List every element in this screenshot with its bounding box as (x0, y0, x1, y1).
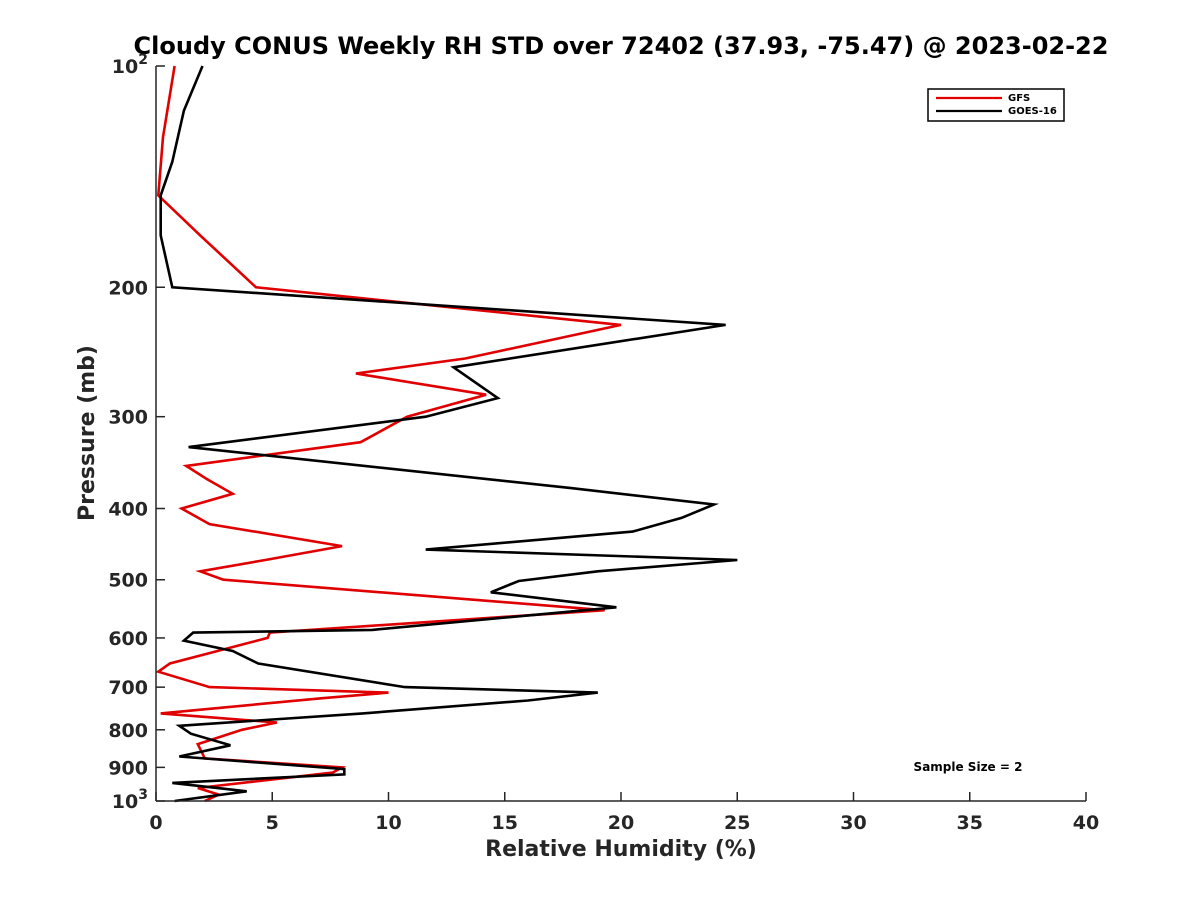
y-tick-label: 102 (112, 52, 148, 78)
y-tick-label: 400 (108, 499, 148, 521)
y-tick-label: 300 (108, 407, 148, 429)
legend: GFS GOES-16 (927, 88, 1065, 122)
x-tick-label: 20 (608, 812, 634, 834)
chart-title: Cloudy CONUS Weekly RH STD over 72402 (3… (134, 32, 1109, 60)
x-tick-label: 30 (840, 812, 866, 834)
x-axis-label: Relative Humidity (%) (485, 837, 757, 862)
y-axis-label: Pressure (mb) (75, 345, 100, 521)
plot-lines (155, 65, 738, 803)
y-axis-ticks: 102 200 300 400 500 600 700 800 900 103 (108, 52, 165, 813)
x-tick-label: 25 (724, 812, 750, 834)
x-axis-ticks: 0 5 10 15 20 25 30 35 40 (149, 792, 1099, 834)
sample-size-annotation: Sample Size = 2 (914, 760, 1023, 774)
y-tick-label: 700 (108, 677, 148, 699)
legend-label-goes-16: GOES-16 (1008, 106, 1057, 117)
y-tick-label: 800 (108, 720, 148, 742)
y-tick-label: 900 (108, 757, 148, 779)
y-tick-label: 200 (108, 277, 148, 299)
legend-label-gfs: GFS (1008, 93, 1030, 104)
x-tick-label: 40 (1073, 812, 1099, 834)
legend-box (927, 88, 1065, 122)
y-tick-label: 500 (108, 570, 148, 592)
x-tick-label: 5 (266, 812, 279, 834)
series-line-gfs (155, 65, 622, 803)
x-tick-label: 0 (149, 812, 162, 834)
x-tick-label: 15 (492, 812, 518, 834)
y-tick-label: 600 (108, 628, 148, 650)
x-tick-label: 35 (957, 812, 983, 834)
y-tick-label: 103 (112, 787, 148, 813)
series-line-goes-16 (159, 65, 738, 803)
x-tick-label: 10 (375, 812, 401, 834)
